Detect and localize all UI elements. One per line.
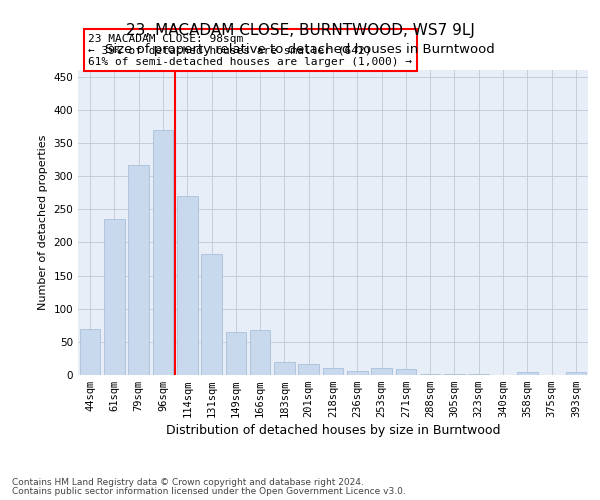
Bar [177, 196, 197, 375]
Bar [566, 372, 586, 375]
Y-axis label: Number of detached properties: Number of detached properties [38, 135, 48, 310]
Bar [517, 372, 538, 375]
Bar [201, 254, 222, 375]
X-axis label: Distribution of detached houses by size in Burntwood: Distribution of detached houses by size … [166, 424, 500, 438]
Bar [347, 371, 368, 375]
Bar [274, 362, 295, 375]
Bar [104, 218, 125, 375]
Bar [371, 368, 392, 375]
Bar [298, 364, 319, 375]
Bar [395, 369, 416, 375]
Bar [444, 374, 465, 375]
Text: 23 MACADAM CLOSE: 98sqm
← 39% of detached houses are smaller (642)
61% of semi-d: 23 MACADAM CLOSE: 98sqm ← 39% of detache… [88, 34, 412, 67]
Bar [128, 165, 149, 375]
Bar [80, 328, 100, 375]
Text: Contains HM Land Registry data © Crown copyright and database right 2024.: Contains HM Land Registry data © Crown c… [12, 478, 364, 487]
Bar [469, 374, 489, 375]
Bar [226, 332, 246, 375]
Text: 23, MACADAM CLOSE, BURNTWOOD, WS7 9LJ: 23, MACADAM CLOSE, BURNTWOOD, WS7 9LJ [125, 22, 475, 38]
Text: Size of property relative to detached houses in Burntwood: Size of property relative to detached ho… [105, 42, 495, 56]
Bar [250, 330, 271, 375]
Bar [420, 374, 440, 375]
Bar [323, 368, 343, 375]
Text: Contains public sector information licensed under the Open Government Licence v3: Contains public sector information licen… [12, 487, 406, 496]
Bar [152, 130, 173, 375]
